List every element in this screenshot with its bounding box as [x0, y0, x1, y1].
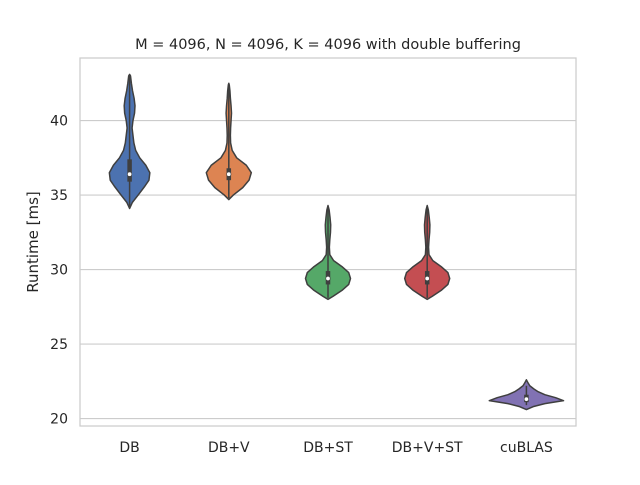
- violin-median-point: [523, 396, 529, 402]
- violin-layer: [108, 73, 565, 411]
- x-tick-label: DB+ST: [303, 440, 353, 456]
- violin-median-point: [127, 171, 133, 177]
- chart-title: M = 4096, N = 4096, K = 4096 with double…: [135, 37, 521, 53]
- violin-median-point: [325, 276, 331, 282]
- x-tick-label: DB+V: [208, 440, 250, 456]
- y-tick-label: 35: [50, 188, 68, 204]
- y-tick-label: 20: [50, 412, 68, 428]
- violin-median-point: [226, 171, 232, 177]
- y-tick-label: 30: [50, 263, 68, 279]
- violin-median-point: [424, 276, 430, 282]
- x-tick-label: cuBLAS: [500, 440, 553, 456]
- x-tick-label: DB+V+ST: [392, 440, 463, 456]
- y-tick-label: 25: [50, 337, 68, 353]
- plot-frame: [79, 57, 577, 427]
- y-tick-labels: 20 25 30 35 40: [50, 114, 68, 428]
- x-tick-labels: DB DB+V DB+ST DB+V+ST cuBLAS: [119, 440, 552, 456]
- y-tick-label: 40: [50, 114, 68, 130]
- y-axis-label: Runtime [ms]: [24, 191, 42, 293]
- x-tick-label: DB: [119, 440, 139, 456]
